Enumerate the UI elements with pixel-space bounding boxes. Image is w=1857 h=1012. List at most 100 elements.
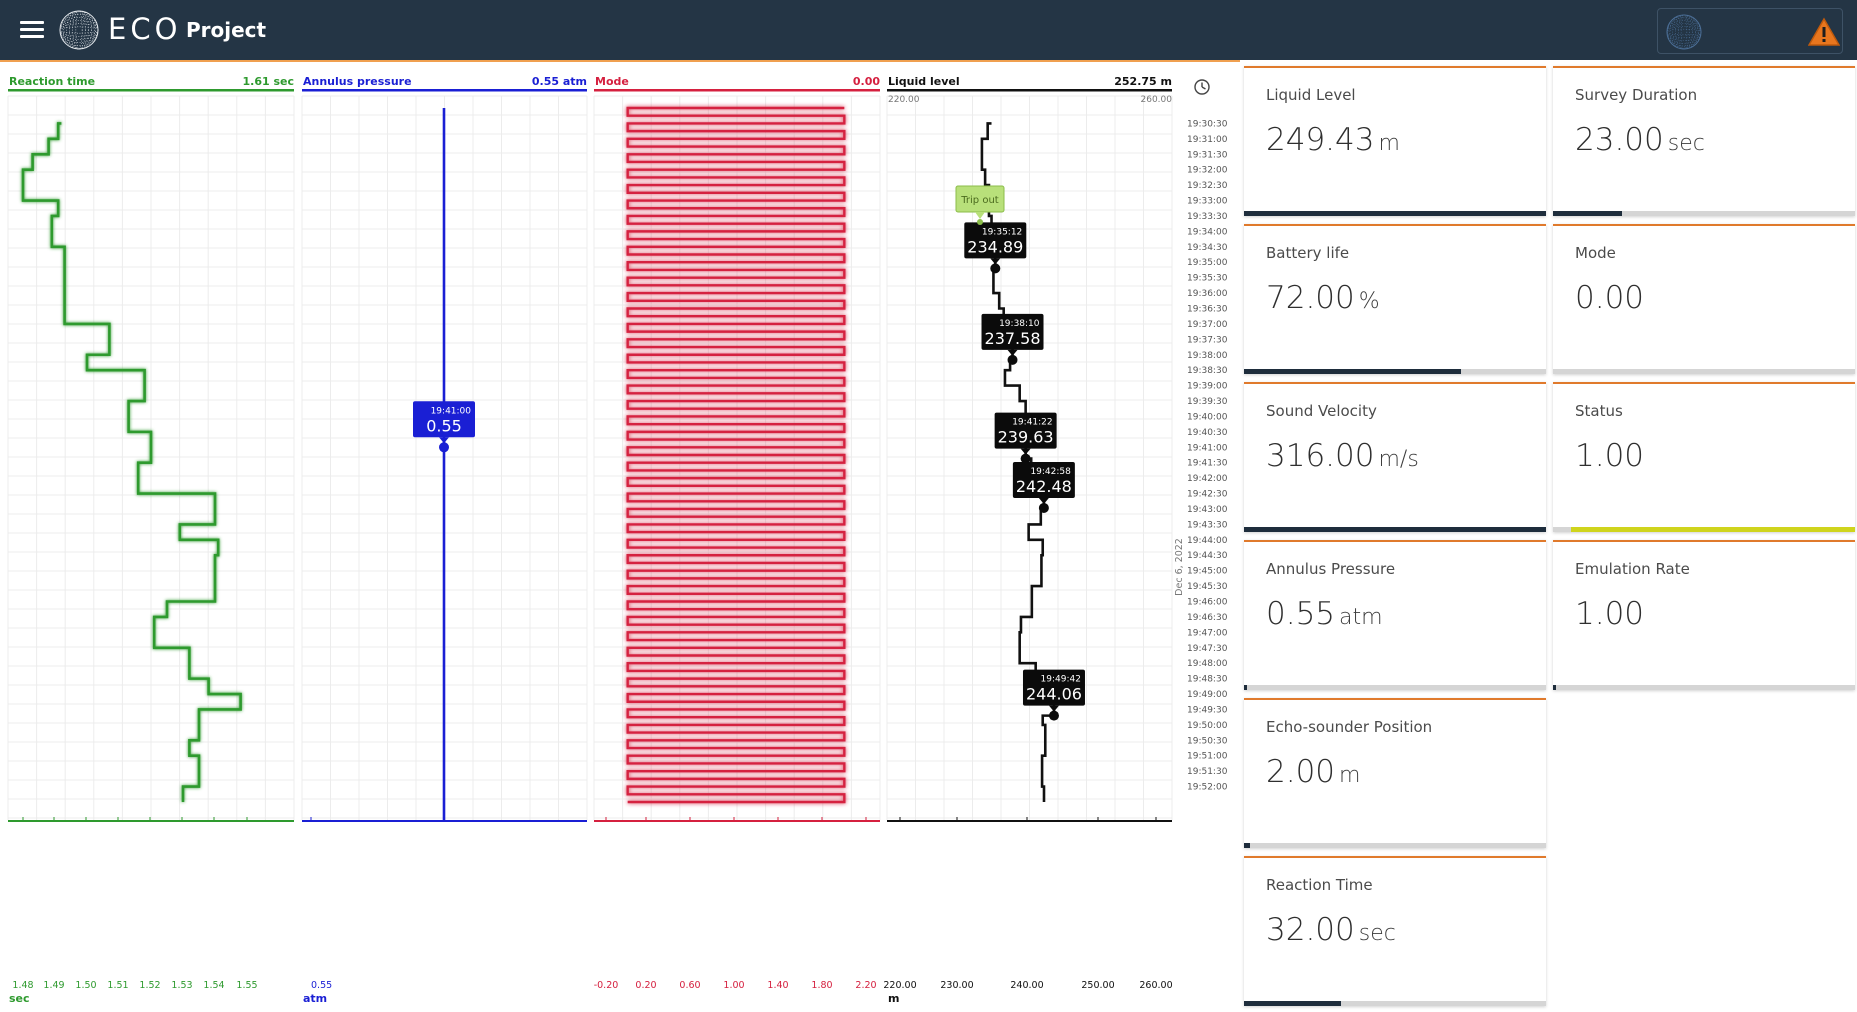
- tile-number: 0.55: [1266, 596, 1336, 632]
- time-axis-label: 19:42:30: [1187, 490, 1228, 500]
- track-header[interactable]: Annulus pressure 0.55 atm atm: [302, 75, 587, 1005]
- pressure-marker[interactable]: 19:41:000.55: [413, 401, 475, 453]
- track-unit: sec: [9, 992, 30, 1005]
- tile-label: Sound Velocity: [1266, 402, 1377, 420]
- axis-tick-label: 260.00: [1139, 980, 1172, 991]
- marker-time: 19:41:22: [1012, 418, 1052, 428]
- metric-tile[interactable]: Status 1.00: [1553, 382, 1855, 532]
- trip-out-annotation[interactable]: Trip out: [955, 185, 1005, 225]
- axis-tick-label: 1.52: [139, 980, 160, 991]
- time-axis-label: 19:41:00: [1187, 443, 1228, 453]
- time-axis-label: 19:48:30: [1187, 675, 1228, 685]
- track-header[interactable]: Liquid level 252.75 m 220.00 260.00 m: [887, 75, 1172, 1005]
- tile-number: 1.00: [1575, 596, 1645, 632]
- time-axis-label: 19:48:00: [1187, 659, 1228, 669]
- tracks-canvas[interactable]: Reaction time 1.61 sec sec Annulus pressure…: [0, 62, 1240, 1012]
- app-header: ECO Project: [0, 0, 1857, 60]
- metric-tile[interactable]: Reaction Time 32.00 sec: [1244, 856, 1546, 1006]
- time-axis-label: 19:35:00: [1187, 258, 1228, 268]
- project-title: Project: [186, 18, 267, 42]
- metric-tile[interactable]: Mode 0.00: [1553, 224, 1855, 374]
- time-axis-label: 19:30:30: [1187, 119, 1228, 129]
- track-bottom-line: [8, 820, 294, 822]
- tile-progress-fill: [1244, 527, 1546, 532]
- tile-value: 0.55 atm: [1266, 596, 1383, 632]
- marker-value: 244.06: [1026, 685, 1082, 704]
- axis-tick-label: 240.00: [1010, 980, 1043, 991]
- metric-tile[interactable]: Sound Velocity 316.00 m/s: [1244, 382, 1546, 532]
- marker-value: 242.48: [1016, 477, 1072, 496]
- time-axis-label: 19:43:30: [1187, 520, 1228, 530]
- clock-icon[interactable]: [1194, 79, 1210, 95]
- tile-progress-bar: [1553, 369, 1855, 374]
- logo-text: ECO: [108, 12, 182, 46]
- marker-time: 19:49:42: [1041, 675, 1081, 685]
- axis-tick-label: 1.54: [203, 980, 224, 991]
- time-axis-label: 19:39:30: [1187, 397, 1228, 407]
- tile-number: 72.00: [1266, 280, 1355, 316]
- globe-logo: [59, 10, 99, 50]
- trip-out-label: Trip out: [960, 195, 999, 206]
- tile-number: 316.00: [1266, 438, 1375, 474]
- tile-progress-fill: [1244, 1001, 1341, 1006]
- metric-tile[interactable]: Battery life 72.00%: [1244, 224, 1546, 374]
- marker-value: 237.58: [985, 329, 1041, 348]
- metric-tile[interactable]: Survey Duration 23.00 sec: [1553, 66, 1855, 216]
- time-axis-label: 19:34:00: [1187, 227, 1228, 237]
- marker-time: 19:42:58: [1030, 467, 1071, 477]
- metric-tile[interactable]: Liquid Level 249.43 m: [1244, 66, 1546, 216]
- axis-tick-label: 0.60: [679, 980, 700, 991]
- reaction-time-curve[interactable]: [21, 122, 242, 802]
- axis-tick-label: 1.55: [236, 980, 257, 991]
- time-axis-label: 19:49:30: [1187, 705, 1228, 715]
- tile-progress-fill: [1571, 527, 1855, 532]
- track-header-line: [8, 89, 294, 92]
- time-axis-label: 19:34:30: [1187, 243, 1228, 253]
- track-title: Liquid level: [888, 75, 960, 88]
- tile-number: 32.00: [1266, 912, 1355, 948]
- time-axis-label: 19:33:30: [1187, 212, 1228, 222]
- well-log-tracks[interactable]: Reaction time 1.61 sec sec Annulus pressure…: [0, 62, 1240, 1012]
- mode-curve[interactable]: [626, 106, 846, 804]
- axis-tick-label: 1.80: [811, 980, 832, 991]
- axis-tick-label: 220.00: [883, 980, 916, 991]
- header-status-widget[interactable]: [1657, 8, 1843, 54]
- tile-label: Emulation Rate: [1575, 560, 1690, 578]
- track-header[interactable]: Mode 0.00: [594, 75, 880, 822]
- tile-label: Reaction Time: [1266, 876, 1373, 894]
- tile-progress-bar: [1244, 843, 1546, 848]
- time-axis-label: 19:32:30: [1187, 181, 1228, 191]
- tile-value: 316.00 m/s: [1266, 438, 1419, 474]
- metric-tile[interactable]: Annulus Pressure 0.55 atm: [1244, 540, 1546, 690]
- time-axis-label: 19:42:00: [1187, 474, 1228, 484]
- track-current-value: 0.55 atm: [532, 75, 587, 88]
- menu-icon[interactable]: [20, 18, 44, 42]
- time-axis-label: 19:37:30: [1187, 335, 1228, 345]
- track-header[interactable]: Reaction time 1.61 sec sec: [8, 75, 294, 1005]
- tile-progress-fill: [1553, 685, 1557, 690]
- tile-progress-bar: [1553, 211, 1855, 216]
- tile-progress-bar: [1553, 527, 1855, 532]
- tile-value: 72.00%: [1266, 280, 1380, 316]
- track-unit: m: [888, 992, 899, 1005]
- warning-icon[interactable]: [1808, 17, 1840, 47]
- axis-tick-label: 0.20: [635, 980, 656, 991]
- time-axis-label: 19:41:30: [1187, 459, 1228, 469]
- marker-value: 239.63: [998, 428, 1054, 447]
- time-axis-label: 19:46:30: [1187, 613, 1228, 623]
- tile-value: 0.00: [1575, 280, 1644, 316]
- track-title: Mode: [595, 75, 629, 88]
- tile-unit: m/s: [1378, 447, 1419, 472]
- tile-progress-bar: [1244, 527, 1546, 532]
- track-header-line: [594, 89, 880, 92]
- time-axis-label: 19:47:00: [1187, 628, 1228, 638]
- time-axis-label: 19:44:30: [1187, 551, 1228, 561]
- metric-tile[interactable]: Emulation Rate 1.00: [1553, 540, 1855, 690]
- track-unit: atm: [303, 992, 327, 1005]
- metric-tile[interactable]: Echo-sounder Position 2.00 m: [1244, 698, 1546, 848]
